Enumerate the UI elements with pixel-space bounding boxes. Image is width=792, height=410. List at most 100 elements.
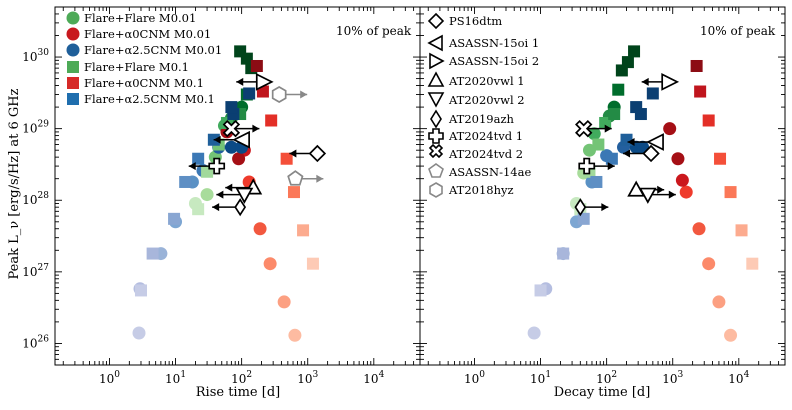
data-point xyxy=(714,152,727,165)
limit-arrow-head xyxy=(641,77,649,86)
legend-label-asassn15oi1: ASASSN-15oi 1 xyxy=(448,36,539,50)
legend-marker-tri-right xyxy=(429,52,445,70)
legend-marker-flare-a25cnm-m01 xyxy=(67,93,79,105)
data-point xyxy=(222,119,241,138)
data-point xyxy=(605,152,618,165)
data-point xyxy=(587,127,601,141)
data-point xyxy=(575,119,593,138)
y-tick-label: 1028 xyxy=(22,191,49,207)
data-point xyxy=(255,73,274,91)
data-point xyxy=(663,122,677,136)
legend-label-1: Flare+Flare M0.01 xyxy=(84,11,196,25)
data-point xyxy=(578,157,596,175)
limit-arrow-head xyxy=(212,203,220,212)
data-point xyxy=(263,257,277,271)
data-point xyxy=(608,108,621,121)
x-tick-label: 101 xyxy=(530,370,551,386)
data-point xyxy=(620,133,633,146)
limit-arrow-head xyxy=(225,183,233,192)
data-point xyxy=(712,295,726,309)
data-point xyxy=(646,133,664,151)
data-point xyxy=(277,295,291,309)
data-point xyxy=(661,73,680,91)
data-point xyxy=(628,45,641,58)
legend-marker-thin-diamond xyxy=(430,109,442,129)
y-tick-label: 1027 xyxy=(22,263,49,279)
series-asassn-15oi-1 xyxy=(627,133,664,151)
data-point xyxy=(225,101,238,114)
y-tick-label: 1026 xyxy=(22,334,49,350)
right-legend: PS16dtm ASASSN-15oi 1 ASASSN-15oi 2 AT20… xyxy=(427,12,539,198)
data-point xyxy=(574,198,587,217)
data-point xyxy=(671,152,685,166)
series-asassn-15oi-2 xyxy=(236,73,274,91)
series-asassn-15oi-1 xyxy=(213,130,250,149)
data-point xyxy=(735,224,748,237)
data-point xyxy=(690,59,703,72)
data-point xyxy=(235,187,254,204)
legend-marker-flare-flare-m01 xyxy=(67,61,79,73)
legend-label-at2024tvd1: AT2024tvd 1 xyxy=(448,129,523,143)
series-at2020vwl-2 xyxy=(216,187,254,204)
left-panel-note: 10% of peak xyxy=(336,24,412,38)
limit-arrow-head xyxy=(657,185,665,194)
limit-arrow-head xyxy=(316,174,324,183)
series-at2019azh xyxy=(212,198,247,217)
data-point xyxy=(232,130,250,149)
data-point xyxy=(287,170,304,186)
data-point xyxy=(234,198,247,217)
limit-arrow-head xyxy=(188,162,196,171)
data-point xyxy=(243,87,256,100)
data-point xyxy=(679,185,693,199)
legend-marker-flare-a25cnm-m001 xyxy=(66,43,80,57)
data-point xyxy=(630,101,643,114)
limit-arrow-head xyxy=(601,203,609,212)
data-point xyxy=(534,284,547,297)
legend-marker-x xyxy=(428,143,444,159)
x-tick-label: 100 xyxy=(464,370,485,386)
x-tick-label: 103 xyxy=(297,370,318,386)
x-tick-label: 100 xyxy=(99,370,120,386)
limit-arrow-head xyxy=(252,124,260,133)
series-flare-0cnm-m0-1 xyxy=(690,59,759,270)
legend-marker-pentagon xyxy=(428,163,444,178)
data-point xyxy=(179,175,192,188)
legend-label-at2019azh: AT2019azh xyxy=(448,112,515,126)
left-legend: Flare+Flare M0.01 Flare+α0CNM M0.01 Flar… xyxy=(66,11,222,106)
legend-marker-flare-a0cnm-m01 xyxy=(67,77,79,89)
data-point xyxy=(146,247,159,260)
data-point xyxy=(642,144,660,163)
data-point xyxy=(265,114,278,127)
limit-arrow-head xyxy=(607,162,615,171)
data-point xyxy=(192,203,205,216)
data-point xyxy=(208,157,226,175)
legend-marker-diamond xyxy=(427,12,445,30)
legend-label-at2018hyz: AT2018hyz xyxy=(448,183,514,197)
legend-label-at2020vwl1: AT2020vwl 1 xyxy=(448,74,525,88)
plot-frame-right xyxy=(419,6,786,366)
data-point xyxy=(271,86,287,103)
limit-arrow-head xyxy=(627,138,635,147)
data-point xyxy=(592,138,605,151)
legend-label-at2024tvd2: AT2024tvd 2 xyxy=(448,147,523,161)
legend-marker-tri-up xyxy=(427,71,445,87)
limit-arrow-head xyxy=(604,124,612,133)
series-flare-0cnm-m0-01 xyxy=(663,122,738,342)
data-point xyxy=(280,152,293,165)
limit-arrow-head xyxy=(623,149,631,158)
data-point xyxy=(577,212,590,225)
series-at2019azh xyxy=(574,198,609,217)
left-panel: 100 101 102 103 104 1026 1027 1028 1029 1030 xyxy=(22,6,421,386)
legend-label-asassn15oi2: ASASSN-15oi 2 xyxy=(448,54,539,68)
data-point xyxy=(724,186,737,199)
y-axis-label: Peak L_ν [erg/s/Hz] at 6 GHz xyxy=(7,88,22,279)
data-point xyxy=(253,222,267,236)
legend-marker-flare-a0cnm-m001 xyxy=(66,27,80,41)
series-at2024tvd-1 xyxy=(578,157,615,175)
series-at2024tvd-1 xyxy=(188,157,226,175)
data-point xyxy=(527,326,541,340)
legend-marker-hexagon xyxy=(429,182,443,198)
legend-label-6: Flare+α2.5CNM M0.1 xyxy=(84,92,215,106)
